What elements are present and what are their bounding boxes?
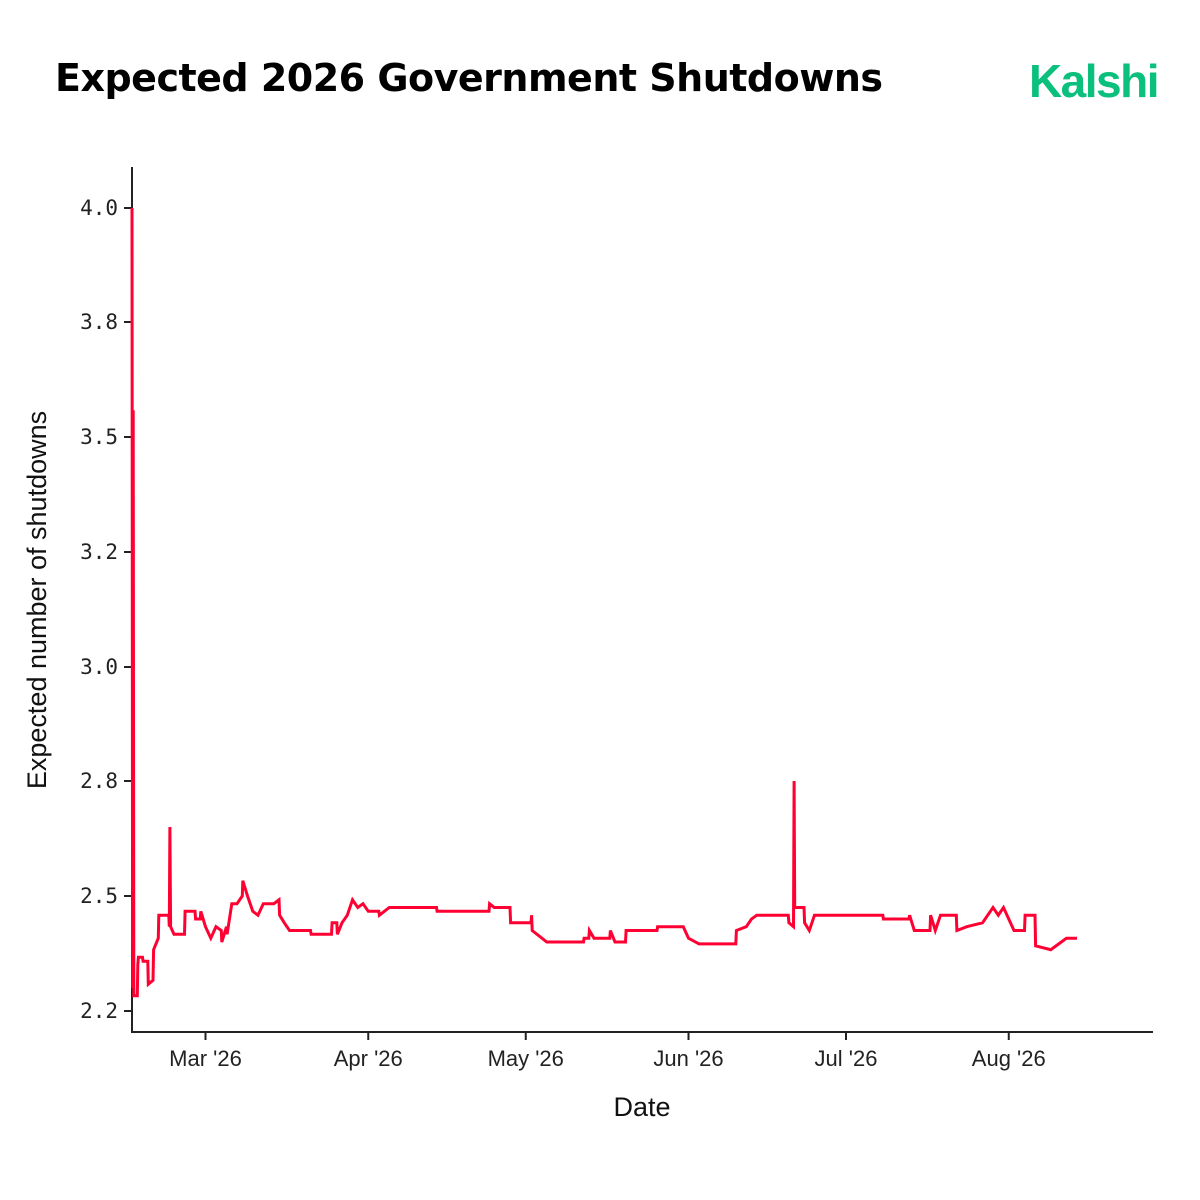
y-tick-label: 3.5	[80, 425, 118, 449]
y-axis-ticks: 2.2 2.5 2.8 3.0 3.2 3.5 3.8 4.0	[80, 196, 132, 1023]
x-tick-label: May '26	[488, 1046, 564, 1071]
y-tick-label: 3.0	[80, 655, 118, 679]
chart-title: Expected 2026 Government Shutdowns	[55, 56, 883, 100]
x-tick-label: Aug '26	[972, 1046, 1046, 1071]
x-axis-ticks: Mar '26 Apr '26 May '26 Jun '26 Jul '26 Aug '…	[169, 1032, 1046, 1071]
y-tick-label: 2.5	[80, 884, 118, 908]
x-tick-label: Jul '26	[815, 1046, 878, 1071]
y-tick-label: 2.2	[80, 999, 118, 1023]
y-tick-label: 2.8	[80, 769, 118, 793]
x-tick-label: Mar '26	[169, 1046, 242, 1071]
kalshi-logo: Kalshi	[1028, 55, 1160, 107]
y-tick-label: 3.2	[80, 540, 118, 564]
x-axis-label: Date	[613, 1092, 670, 1122]
series-line	[130, 207, 1077, 998]
y-axis-label: Expected number of shutdowns	[22, 411, 52, 789]
x-tick-label: Apr '26	[334, 1046, 403, 1071]
y-tick-label: 3.8	[80, 310, 118, 334]
y-tick-label: 4.0	[80, 196, 118, 220]
x-tick-label: Jun '26	[653, 1046, 723, 1071]
